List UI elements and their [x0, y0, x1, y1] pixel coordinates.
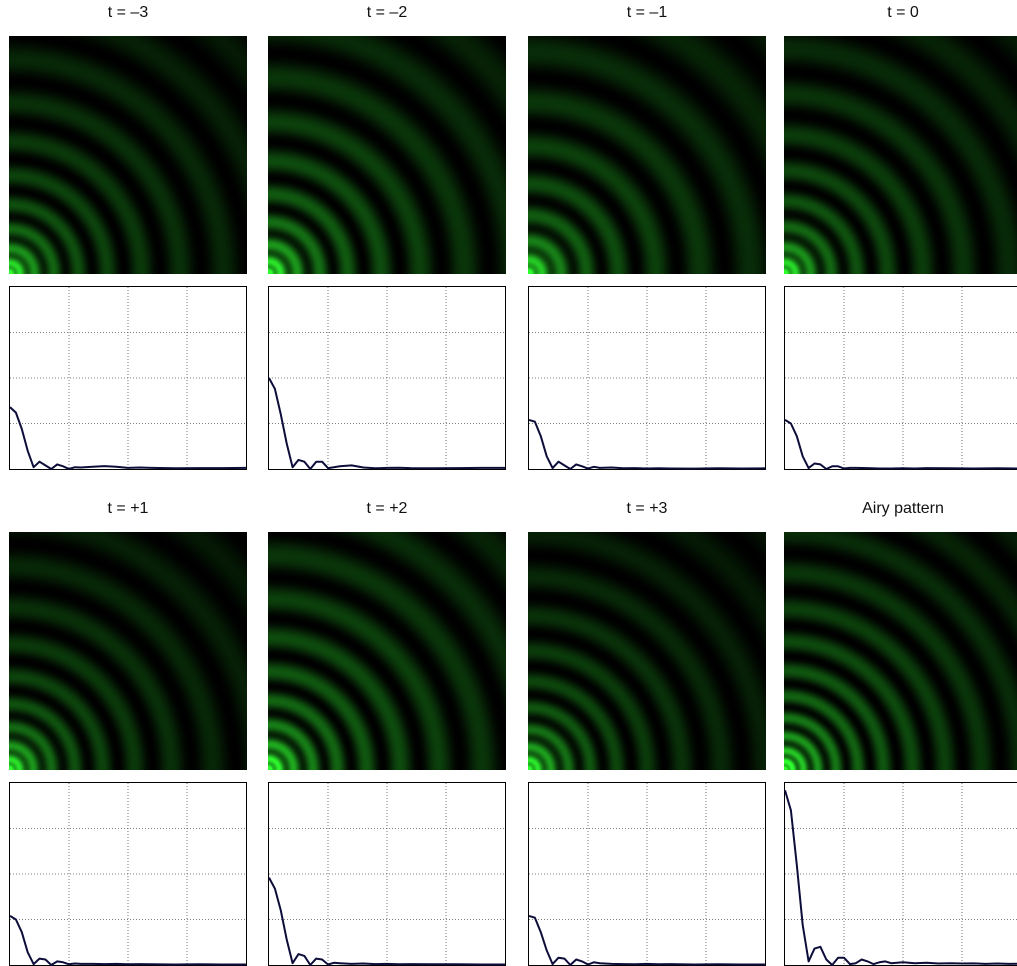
- panel-title: t = –1: [626, 4, 668, 21]
- panel-title: t = 0: [887, 4, 919, 21]
- intensity-profile-plot: [784, 286, 1017, 470]
- intensity-profile-plot: [268, 286, 506, 470]
- diffraction-image: [784, 36, 1017, 274]
- diffraction-image: [784, 532, 1017, 770]
- panel-title: Airy pattern: [862, 500, 944, 517]
- intensity-profile-plot: [9, 286, 247, 470]
- intensity-series-line: [784, 790, 1017, 966]
- diffraction-image: [268, 532, 506, 770]
- intensity-series-line: [528, 418, 766, 470]
- panel-title: t = –3: [107, 4, 149, 21]
- intensity-series-line: [528, 914, 765, 966]
- diffraction-image: [268, 36, 506, 274]
- plot-frame: [784, 286, 1017, 470]
- intensity-profile-plot: [9, 782, 247, 966]
- diffraction-image: [528, 532, 766, 770]
- intensity-series-line: [268, 377, 505, 470]
- panel-title: t = +3: [626, 500, 668, 517]
- intensity-series-line: [9, 406, 247, 470]
- intensity-profile-plot: [528, 782, 766, 966]
- diffraction-image: [9, 36, 247, 274]
- panel-title: t = –2: [366, 4, 408, 21]
- panel-title: t = +2: [366, 500, 408, 517]
- diffraction-image: [9, 532, 247, 770]
- intensity-profile-plot: [528, 286, 766, 470]
- plot-frame: [268, 286, 506, 470]
- intensity-profile-plot: [268, 782, 506, 966]
- intensity-series-line: [268, 877, 505, 966]
- intensity-series-line: [9, 915, 246, 966]
- panel-title: t = +1: [107, 500, 149, 517]
- plot-frame: [784, 782, 1017, 966]
- plot-frame: [9, 286, 247, 470]
- intensity-profile-plot: [784, 782, 1017, 966]
- intensity-series-line: [784, 419, 1017, 470]
- diffraction-image: [528, 36, 766, 274]
